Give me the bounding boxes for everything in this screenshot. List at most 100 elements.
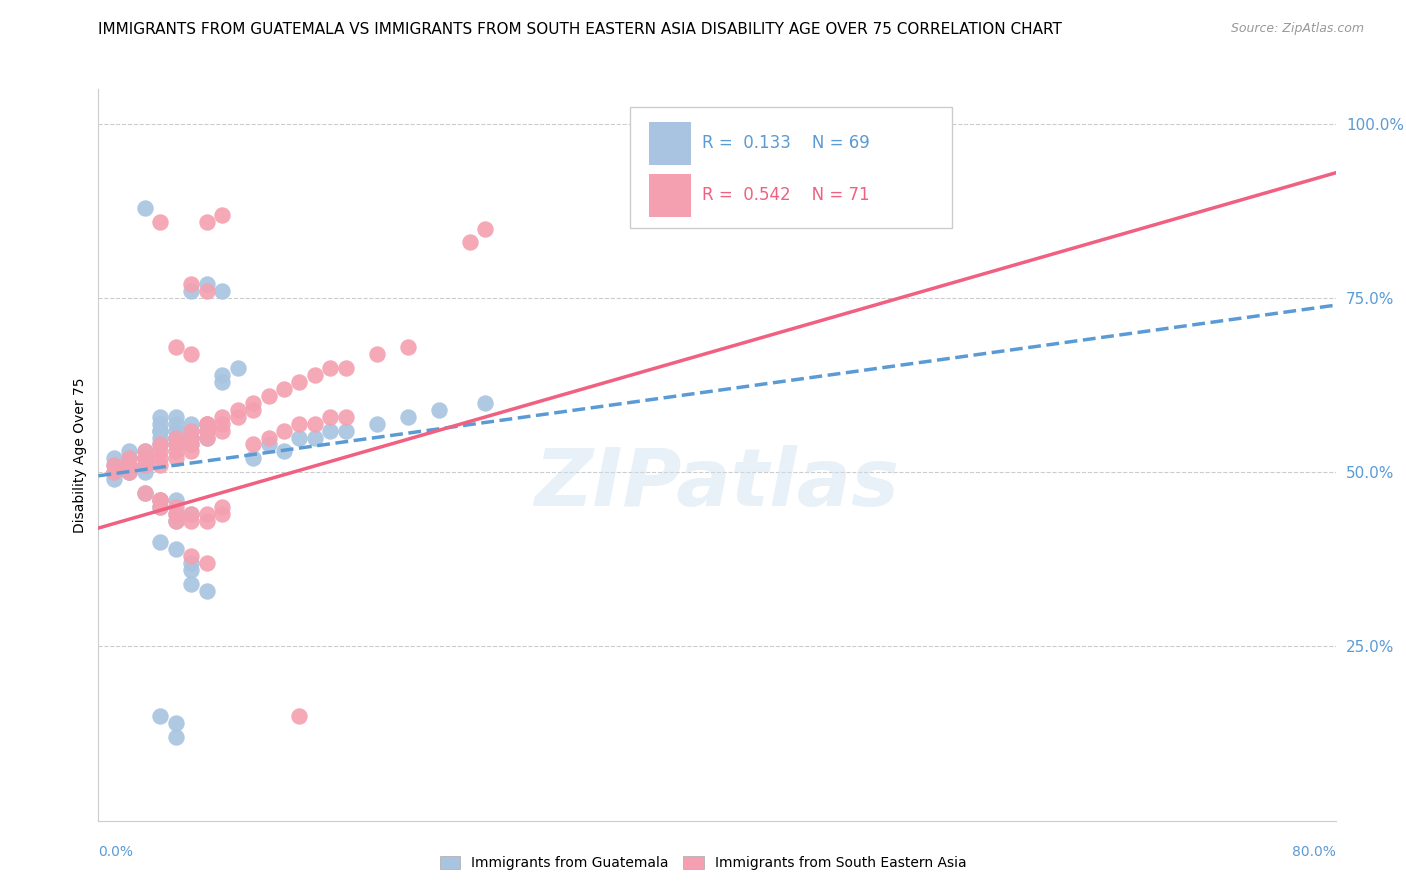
Point [149, 493, 172, 508]
Point [195, 284, 218, 298]
Point [180, 347, 202, 361]
Point [118, 444, 141, 458]
Point [103, 466, 125, 480]
Point [180, 507, 202, 521]
Point [165, 430, 187, 444]
Point [180, 437, 202, 451]
Point [304, 417, 326, 431]
Point [195, 514, 218, 528]
Point [165, 507, 187, 521]
Point [226, 360, 249, 375]
Point [134, 458, 156, 473]
Point [165, 716, 187, 731]
Point [149, 500, 172, 515]
Point [134, 458, 156, 473]
Text: Source: ZipAtlas.com: Source: ZipAtlas.com [1230, 22, 1364, 36]
Point [165, 451, 187, 466]
Point [195, 556, 218, 570]
Point [226, 402, 249, 417]
Point [149, 424, 172, 438]
Point [195, 430, 218, 444]
Point [165, 500, 187, 515]
Point [242, 451, 264, 466]
Point [165, 514, 187, 528]
Point [288, 709, 311, 723]
Point [273, 424, 295, 438]
Point [211, 507, 233, 521]
Point [103, 472, 125, 486]
Point [165, 430, 187, 444]
Point [366, 347, 388, 361]
Point [257, 437, 280, 451]
Point [211, 417, 233, 431]
Text: 80.0%: 80.0% [1292, 845, 1336, 859]
Point [242, 437, 264, 451]
Point [335, 360, 357, 375]
Point [474, 221, 496, 235]
Point [103, 466, 125, 480]
Point [118, 451, 141, 466]
Point [149, 535, 172, 549]
Point [165, 417, 187, 431]
Y-axis label: Disability Age Over 75: Disability Age Over 75 [73, 377, 87, 533]
Point [242, 402, 264, 417]
Point [180, 437, 202, 451]
Point [149, 409, 172, 424]
Point [165, 409, 187, 424]
Point [195, 424, 218, 438]
Point [103, 458, 125, 473]
Point [273, 444, 295, 458]
Point [180, 507, 202, 521]
Point [134, 451, 156, 466]
Point [149, 417, 172, 431]
Point [134, 451, 156, 466]
Point [211, 368, 233, 382]
Point [180, 430, 202, 444]
Point [149, 709, 172, 723]
Point [288, 375, 311, 389]
Point [149, 493, 172, 508]
Point [118, 466, 141, 480]
Point [257, 430, 280, 444]
Point [149, 444, 172, 458]
Text: R =  0.542    N = 71: R = 0.542 N = 71 [702, 186, 870, 204]
Point [165, 430, 187, 444]
Point [396, 409, 419, 424]
Point [149, 458, 172, 473]
Point [165, 514, 187, 528]
Point [118, 458, 141, 473]
Point [180, 430, 202, 444]
Point [335, 424, 357, 438]
Point [319, 424, 342, 438]
Point [211, 424, 233, 438]
Point [288, 430, 311, 444]
Point [134, 486, 156, 500]
FancyBboxPatch shape [630, 108, 952, 228]
Point [195, 424, 218, 438]
Point [149, 437, 172, 451]
Point [242, 395, 264, 409]
Point [165, 340, 187, 354]
Point [180, 549, 202, 563]
Point [149, 424, 172, 438]
Legend: Immigrants from Guatemala, Immigrants from South Eastern Asia: Immigrants from Guatemala, Immigrants fr… [436, 852, 970, 874]
Point [165, 507, 187, 521]
Point [211, 375, 233, 389]
Point [165, 437, 187, 451]
Text: 0.0%: 0.0% [98, 845, 134, 859]
Point [165, 444, 187, 458]
Point [103, 451, 125, 466]
Point [195, 277, 218, 292]
Point [319, 360, 342, 375]
Point [165, 424, 187, 438]
Point [134, 458, 156, 473]
Point [103, 458, 125, 473]
Point [134, 201, 156, 215]
Point [195, 417, 218, 431]
Point [118, 451, 141, 466]
Point [195, 507, 218, 521]
Point [195, 417, 218, 431]
Point [180, 444, 202, 458]
Point [149, 430, 172, 444]
Point [149, 500, 172, 515]
